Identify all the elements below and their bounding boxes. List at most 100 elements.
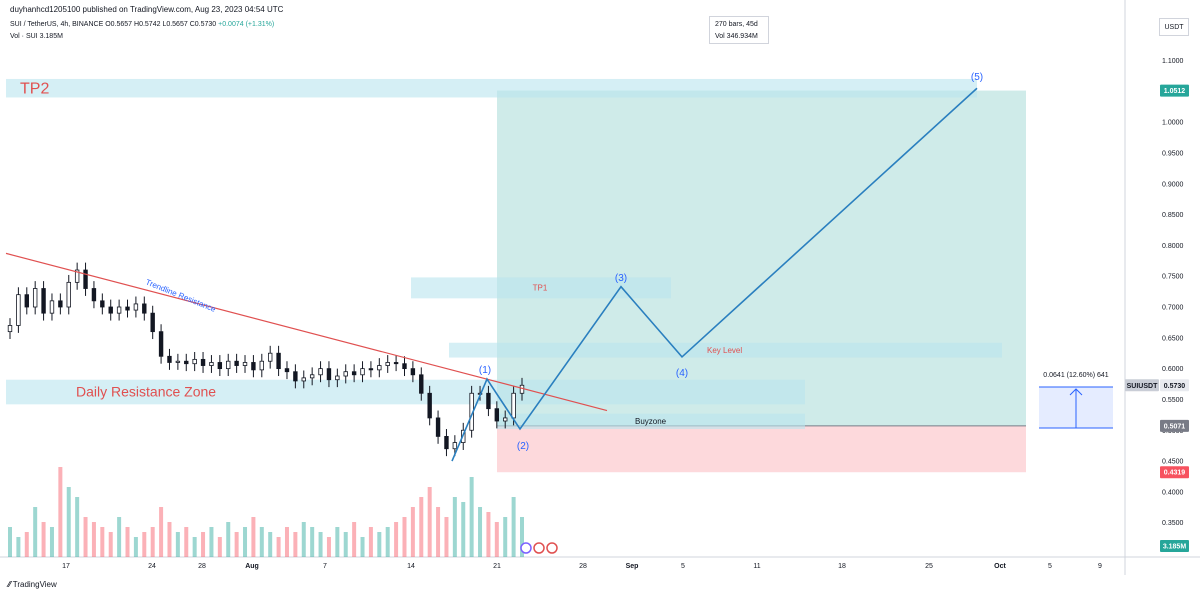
event-icon	[533, 542, 545, 554]
y-tick-label: 0.4000	[1162, 489, 1184, 496]
volume-bar	[427, 487, 432, 557]
volume-bar	[117, 517, 122, 557]
wave-label: (3)	[615, 273, 627, 284]
x-tick-label: 28	[198, 563, 206, 570]
volume-bar	[486, 512, 491, 557]
x-tick-label: 11	[753, 563, 760, 570]
candle-body	[209, 362, 214, 366]
candle-body	[251, 362, 256, 371]
candle-body	[108, 306, 113, 314]
candle-body	[192, 358, 197, 365]
volume-bar	[33, 507, 38, 557]
volume-legend: Vol · SUI 3.185M	[10, 33, 63, 40]
candle-body	[116, 306, 122, 314]
volume-bar	[159, 507, 164, 557]
event-icon	[546, 542, 558, 554]
y-tick-label: 1.1000	[1162, 58, 1184, 65]
x-tick-label: 28	[579, 563, 587, 570]
volume-bar	[293, 532, 298, 557]
zone-label: TP2	[20, 81, 49, 98]
tradingview-brand: ⁄⁄ TradingView	[8, 580, 57, 589]
volume-bar	[243, 527, 248, 557]
price-marker-label: SUIUSDT	[1127, 383, 1158, 390]
candle-body	[83, 269, 88, 289]
price-marker	[1160, 466, 1189, 479]
volume-label[interactable]: Vol · SUI	[10, 33, 38, 40]
candle-body	[142, 303, 147, 314]
volume-bar	[75, 497, 80, 557]
price-marker	[1160, 540, 1189, 552]
volume-bar	[385, 527, 390, 557]
volume-bar	[150, 527, 155, 557]
candle-body	[486, 392, 491, 410]
volume-bar	[226, 522, 231, 557]
candle-body	[259, 360, 265, 371]
y-tick-label: 0.8500	[1162, 212, 1184, 219]
zone-label: TP1	[533, 284, 548, 293]
volume-bar	[83, 517, 88, 557]
candle-body	[242, 362, 248, 366]
brand-name: TradingView	[12, 580, 57, 589]
candle-body	[125, 306, 130, 311]
volume-bar	[402, 517, 407, 557]
volume-bar	[394, 522, 399, 557]
candle-body	[158, 331, 164, 357]
zone-tp1	[411, 277, 671, 299]
y-tick-label: 0.6500	[1162, 335, 1184, 342]
volume-bar	[16, 537, 21, 557]
candle-body	[402, 363, 407, 370]
volume-bar	[444, 517, 449, 557]
symbol-name[interactable]: SUI / TetherUS, 4h, BINANCE	[10, 21, 104, 28]
candle-body	[175, 360, 181, 363]
candle-body	[343, 371, 348, 377]
volume-bar	[192, 537, 197, 557]
volume-bar	[419, 497, 424, 557]
volume-bar	[184, 527, 189, 557]
wave-label: (4)	[676, 368, 688, 379]
candle-body	[427, 392, 432, 419]
y-tick-label: 0.4500	[1162, 459, 1184, 466]
volume-bar	[478, 507, 483, 557]
currency-button[interactable]: USDT	[1159, 18, 1189, 36]
volume-bar	[201, 532, 206, 557]
volume-bar	[251, 517, 256, 557]
volume-bar	[234, 532, 239, 557]
volume-bar	[175, 532, 180, 557]
symbol-legend: SUI / TetherUS, 4h, BINANCE O0.5657 H0.5…	[10, 21, 274, 28]
volume-bar	[410, 507, 415, 557]
candle-body	[511, 392, 516, 419]
volume-bar	[66, 487, 71, 557]
trendline-label: Trendline Resistance	[144, 278, 217, 315]
candle-body	[410, 368, 416, 376]
candle-body	[100, 300, 105, 308]
volume-bar	[58, 467, 63, 557]
y-tick-label: 0.9000	[1162, 181, 1184, 188]
volume-bar	[133, 537, 138, 557]
price-marker	[1160, 379, 1189, 392]
candle-body	[419, 374, 424, 394]
candle-body	[234, 360, 239, 366]
x-tick-label: 14	[407, 563, 415, 570]
volume-value: 3.185M	[39, 33, 63, 40]
candle-body	[200, 358, 206, 366]
candle-body	[16, 294, 21, 326]
candle-body	[184, 360, 189, 365]
price-marker-label: 0.4319	[1164, 470, 1186, 477]
ohlc-change: +0.0074 (+1.31%)	[218, 21, 275, 28]
volume-bar	[108, 532, 113, 557]
volume-bar	[352, 522, 357, 557]
candle-body	[167, 355, 172, 363]
candle-body	[267, 352, 273, 362]
candle-body	[444, 436, 449, 450]
candle-body	[49, 300, 55, 314]
candle-body	[74, 269, 80, 283]
candle-body	[91, 288, 97, 302]
ohlc-low: L0.5657	[162, 21, 188, 28]
elliott-wave-path	[451, 87, 978, 462]
y-tick-label: 0.7500	[1162, 274, 1184, 281]
candle-body	[335, 375, 340, 381]
volume-bar	[301, 522, 306, 557]
volume-bar	[368, 527, 373, 557]
volume-bar	[24, 532, 29, 557]
